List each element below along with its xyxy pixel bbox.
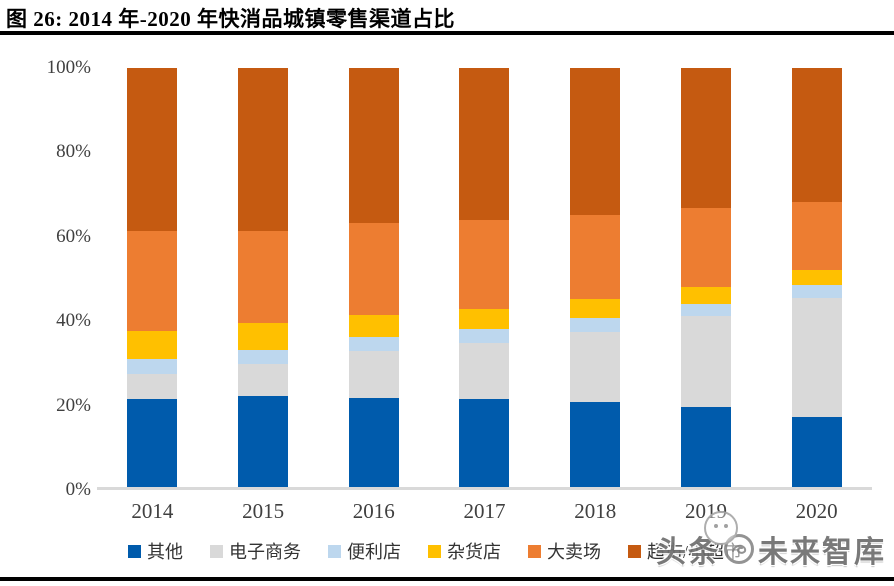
- segment: [791, 285, 842, 298]
- segment: [459, 308, 510, 330]
- segment: [791, 68, 842, 202]
- legend-swatch-icon: [327, 544, 341, 558]
- segment: [680, 406, 731, 487]
- segment: [127, 399, 178, 487]
- legend-label: 超市/小超市: [646, 542, 742, 562]
- segment: [238, 323, 289, 351]
- legend-item: 杂货店: [427, 538, 501, 564]
- title-underline: [0, 31, 894, 35]
- bar-2015: [238, 68, 289, 487]
- x-tick-label: 2015: [242, 499, 285, 523]
- legend-label: 杂货店: [446, 542, 501, 562]
- y-tick-label: 0%: [65, 479, 91, 500]
- segment: [459, 68, 510, 221]
- y-tick-label: 100%: [46, 57, 91, 78]
- segment: [348, 398, 399, 487]
- segment: [570, 331, 621, 403]
- legend-item: 超市/小超市: [627, 538, 742, 564]
- segment: [127, 358, 178, 374]
- bar-2018: [570, 68, 621, 487]
- bar-2016: [348, 68, 399, 487]
- legend-item: 便利店: [327, 538, 401, 564]
- bar-2017: [459, 68, 510, 487]
- y-axis: 0% 20% 40% 60% 80% 100%: [0, 0, 95, 500]
- bar-2019: [680, 68, 731, 487]
- legend-item: 其他: [127, 538, 183, 564]
- watermark-prefix: 头条: [656, 536, 720, 569]
- legend-swatch-icon: [209, 544, 223, 558]
- y-tick-label: 20%: [56, 394, 91, 416]
- segment: [459, 342, 510, 400]
- legend-label: 便利店: [346, 542, 401, 562]
- segment: [459, 399, 510, 487]
- segment: [238, 350, 289, 365]
- segment: [238, 364, 289, 396]
- segment: [680, 208, 731, 287]
- segment: [348, 223, 399, 315]
- segment: [791, 416, 842, 487]
- segment: [348, 337, 399, 352]
- segment: [238, 395, 289, 487]
- x-tick-label: 2020: [795, 499, 838, 523]
- y-tick-label: 80%: [56, 141, 91, 163]
- segment: [791, 269, 842, 286]
- segment: [791, 201, 842, 270]
- segment: [570, 318, 621, 332]
- watermark: 头条 未来智库: [656, 511, 886, 571]
- legend-label: 其他: [146, 542, 183, 562]
- segment: [238, 68, 289, 231]
- x-tick-label: 2016: [352, 499, 395, 523]
- legend-label: 大卖场: [546, 542, 601, 562]
- segment: [459, 220, 510, 309]
- segment: [570, 215, 621, 300]
- segment: [238, 230, 289, 324]
- x-tick-label: 2017: [463, 499, 506, 523]
- segment: [570, 299, 621, 319]
- legend-swatch-icon: [527, 544, 541, 558]
- legend-label: 电子商务: [228, 542, 301, 562]
- figure-title: 图 26: 2014 年-2020 年快消品城镇零售渠道占比: [6, 7, 455, 31]
- segment: [680, 316, 731, 407]
- segment: [791, 297, 842, 417]
- segment: [680, 68, 731, 209]
- legend-item: 大卖场: [527, 538, 601, 564]
- segment: [127, 331, 178, 359]
- legend-swatch-icon: [127, 544, 141, 558]
- x-tick-label: 2014: [131, 499, 174, 523]
- plot-area: [97, 68, 872, 490]
- bar-2020: [791, 68, 842, 487]
- bar-2014: [127, 68, 178, 487]
- segment: [127, 373, 178, 400]
- segment: [680, 304, 731, 317]
- watermark-suffix: 未来智库: [758, 536, 886, 569]
- x-tick-label: 2018: [574, 499, 617, 523]
- segment: [348, 68, 399, 224]
- legend-item: 电子商务: [209, 538, 301, 564]
- segment: [570, 68, 621, 216]
- segment: [570, 402, 621, 487]
- x-axis: 2014 2015 2016 2017 2018 2019 2020: [97, 499, 872, 524]
- segment: [348, 351, 399, 399]
- segment: [127, 231, 178, 332]
- legend-swatch-icon: [427, 544, 441, 558]
- segment: [127, 68, 178, 232]
- legend-swatch-icon: [627, 544, 641, 558]
- chart-legend: 其他 电子商务 便利店 杂货店 大卖场 超市/小超市: [0, 538, 870, 564]
- y-tick-label: 60%: [56, 225, 91, 247]
- watermark-face-icon: [704, 511, 738, 545]
- segment: [459, 329, 510, 343]
- segment: [348, 314, 399, 338]
- bottom-divider: [0, 577, 894, 581]
- segment: [680, 286, 731, 305]
- y-tick-label: 40%: [56, 310, 91, 332]
